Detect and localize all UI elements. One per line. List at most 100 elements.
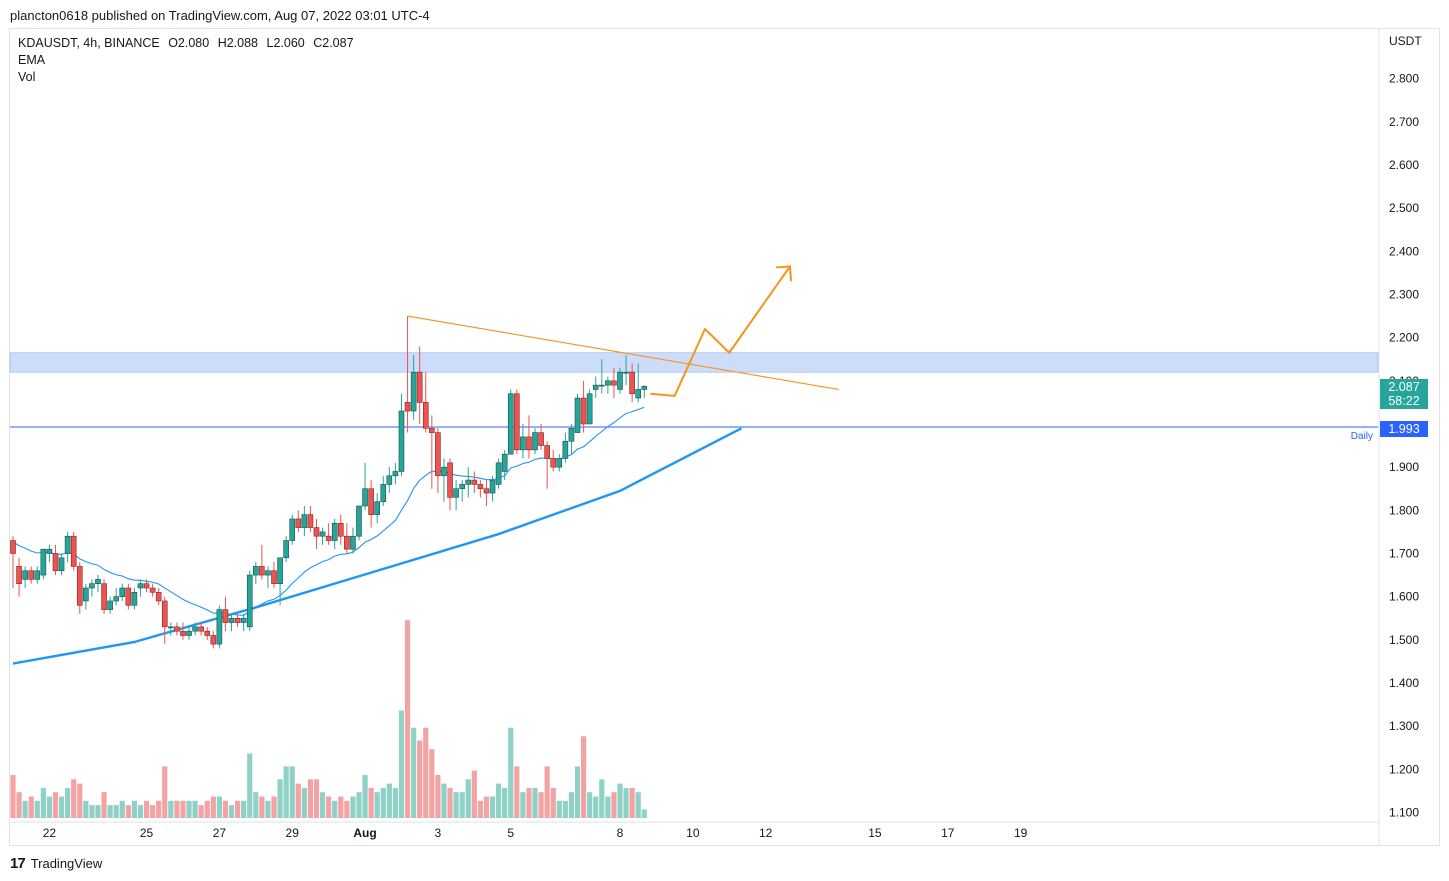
volume-bar <box>326 796 332 818</box>
candle-body <box>234 617 241 623</box>
candle-body <box>350 535 356 550</box>
price-axis-label: 1.500 <box>1389 633 1419 647</box>
candle-body <box>10 540 16 554</box>
candle-body <box>398 410 405 472</box>
candle-body <box>514 393 520 451</box>
volume-bar <box>107 805 113 818</box>
candle-body <box>641 386 648 390</box>
candle-body <box>592 384 599 390</box>
price-axis-label: 1.200 <box>1389 762 1419 776</box>
candle-body <box>507 393 514 455</box>
candle-body <box>574 397 581 433</box>
candle-body <box>568 427 575 442</box>
candle-body <box>344 535 350 550</box>
time-axis-label: 19 <box>1014 826 1028 840</box>
candle-body <box>532 432 538 451</box>
volume-bar <box>580 736 587 818</box>
candle-body <box>556 458 563 468</box>
volume-bar <box>380 787 386 818</box>
volume-bar <box>538 792 544 818</box>
volume-bar <box>46 796 53 818</box>
legend-symbol-row[interactable]: KDAUSDT, 4h, BINANCE O2.080 H2.088 L2.06… <box>18 35 359 52</box>
candle-body <box>186 630 192 636</box>
candle-body <box>28 570 35 580</box>
legend-low: L2.060 <box>266 36 305 50</box>
volume-bar <box>89 805 95 818</box>
volume-bar <box>289 766 295 818</box>
time-axis-label: 29 <box>286 826 300 840</box>
volume-bar <box>635 792 641 818</box>
candle-body <box>174 626 180 632</box>
last-price-tag: 2.087 58:22 <box>1380 379 1428 409</box>
volume-bar <box>544 766 550 818</box>
volume-bar <box>204 800 210 818</box>
legend-ema[interactable]: EMA <box>18 53 46 67</box>
chart-legend: KDAUSDT, 4h, BINANCE O2.080 H2.088 L2.06… <box>18 35 359 86</box>
price-axis-label: 1.900 <box>1389 460 1419 474</box>
chart-frame <box>9 28 1440 846</box>
candle-body <box>180 630 186 636</box>
volume-bar <box>271 796 277 818</box>
volume-bar <box>362 775 368 818</box>
price-axis-label: 1.400 <box>1389 676 1419 690</box>
candle-body <box>168 626 174 629</box>
candle-body <box>374 501 381 515</box>
candle-body <box>265 570 271 576</box>
volume-bar <box>307 779 314 818</box>
volume-bar <box>593 796 599 818</box>
candle-body <box>404 402 411 412</box>
daily-level-tag: 1.993 <box>1380 421 1428 437</box>
volume-bar <box>168 800 174 818</box>
volume-bar <box>34 800 40 818</box>
volume-bar <box>550 787 556 818</box>
volume-bar <box>40 787 46 818</box>
volume-bar <box>502 787 508 818</box>
volume-bar <box>119 800 125 818</box>
candle-body <box>58 557 65 572</box>
candle-body <box>277 557 283 584</box>
candle-body <box>198 626 204 632</box>
time-axis-label: 5 <box>507 826 514 840</box>
volume-bar <box>392 787 399 818</box>
candle-body <box>392 471 399 477</box>
price-axis-label: 2.500 <box>1389 201 1419 215</box>
price-axis-label: 2.600 <box>1389 158 1419 172</box>
daily-level-label: Daily <box>1351 431 1373 442</box>
volume-bar <box>319 792 326 818</box>
time-axis-label: 22 <box>43 826 57 840</box>
volume-bar <box>113 805 119 818</box>
volume-bar <box>483 796 490 818</box>
candle-body <box>271 570 277 584</box>
legend-vol[interactable]: Vol <box>18 70 36 84</box>
last-price-value: 2.087 <box>1388 380 1420 394</box>
volume-bar <box>429 749 435 818</box>
volume-bar <box>83 800 89 818</box>
legend-close: C2.087 <box>313 36 354 50</box>
price-axis-currency: USDT <box>1389 34 1422 48</box>
volume-bar <box>404 620 411 818</box>
candle-body <box>204 630 211 636</box>
candle-body <box>125 587 132 606</box>
volume-bar <box>514 766 520 818</box>
bar-countdown: 58:22 <box>1388 394 1420 408</box>
published-header: plancton0618 published on TradingView.co… <box>10 8 430 23</box>
candle-body <box>550 458 557 468</box>
candle-body <box>605 380 611 386</box>
candle-body <box>16 566 22 584</box>
tradingview-logo-icon[interactable]: 17 <box>10 855 26 872</box>
time-axis-label: Aug <box>353 826 376 840</box>
volume-bar <box>350 796 356 818</box>
candle-body <box>325 535 332 541</box>
volume-bar <box>641 809 647 818</box>
candle-body <box>501 453 508 472</box>
volume-bar <box>313 779 320 818</box>
volume-bar <box>465 779 471 818</box>
candle-body <box>228 617 235 623</box>
volume-bar <box>587 792 593 818</box>
volume-bar <box>441 783 447 818</box>
volume-bar <box>150 805 156 818</box>
footer-brand[interactable]: TradingView <box>30 856 103 871</box>
candle-body <box>113 596 119 602</box>
price-axis-label: 1.700 <box>1389 546 1419 560</box>
